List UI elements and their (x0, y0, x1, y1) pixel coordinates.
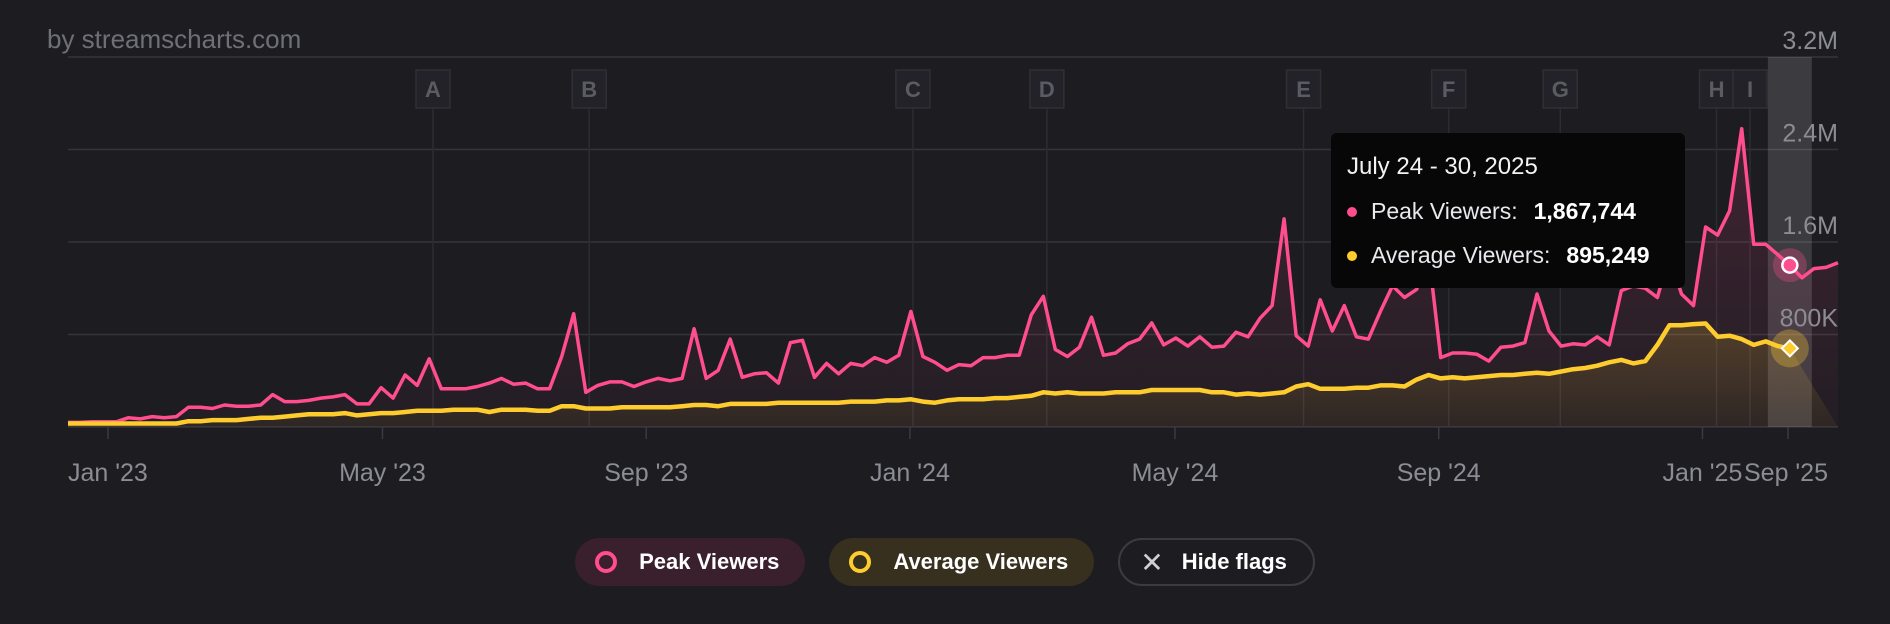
peak-dot-icon (1347, 206, 1357, 217)
flag-label: B (581, 77, 597, 102)
tooltip-title: July 24 - 30, 2025 (1347, 153, 1538, 180)
flag-label: E (1296, 77, 1311, 102)
x-tick-label: May '23 (339, 459, 426, 487)
avg-dot-icon (1347, 250, 1357, 261)
x-tick-label: Jan '25 (1663, 459, 1743, 487)
flag-label: F (1442, 77, 1455, 102)
tooltip-avg-row: Average Viewers: 895,249 (1347, 242, 1669, 269)
y-tick-label: 2.4M (1782, 120, 1838, 148)
tooltip-peak-label: Peak Viewers: (1371, 198, 1518, 224)
x-tick-label: Sep '25 (1744, 459, 1828, 487)
peak-ring-icon (595, 551, 618, 573)
y-tick-label: 1.6M (1782, 212, 1838, 240)
average-viewers-area (68, 323, 1838, 427)
flag-box[interactable] (415, 69, 451, 109)
peak-viewers-area (68, 128, 1838, 427)
x-tick-label: Jan '24 (870, 459, 950, 487)
flag-box[interactable] (1542, 69, 1579, 109)
x-tick-label: Jan '23 (68, 459, 148, 487)
flag-label: C (905, 77, 921, 102)
flag-box[interactable] (571, 69, 608, 109)
flag-label: H (1709, 77, 1725, 102)
x-tick-label: Sep '24 (1397, 459, 1481, 487)
hide-flags-button[interactable]: ✕ Hide flags (1118, 538, 1315, 586)
legend: Peak Viewers Average Viewers ✕ Hide flag… (0, 538, 1890, 586)
flag-label: D (1039, 77, 1055, 102)
avg-marker (1780, 338, 1800, 358)
tooltip-peak-row: Peak Viewers: 1,867,744 (1347, 198, 1669, 225)
y-tick-label: 3.2M (1782, 27, 1838, 55)
close-icon: ✕ (1140, 546, 1164, 578)
flag-box[interactable] (895, 69, 931, 109)
tooltip-avg-label: Average Viewers: (1371, 242, 1551, 268)
tooltip-peak-value: 1,867,744 (1533, 198, 1636, 224)
x-tick-label: Sep '23 (604, 459, 688, 487)
hover-markers (1770, 248, 1809, 368)
flag-box[interactable] (1430, 69, 1467, 109)
average-viewers-line[interactable] (68, 321, 1791, 426)
peak-viewers-line[interactable] (68, 126, 1839, 425)
watermark: by streamscharts.com (47, 24, 302, 54)
flag-label: G (1552, 77, 1569, 102)
y-tick-label: 800K (1780, 305, 1839, 333)
y-axis-ticks: 800K 1.6M 2.4M 3.2M (1780, 27, 1839, 333)
legend-peak-viewers-button[interactable]: Peak Viewers (575, 538, 806, 586)
peak-marker (1781, 256, 1799, 274)
avg-ring-icon (849, 551, 872, 573)
flag-box[interactable] (1029, 69, 1065, 109)
legend-peak-label: Peak Viewers (639, 549, 780, 574)
flag-box[interactable] (1732, 69, 1768, 109)
flag-label: A (425, 77, 441, 102)
x-axis-ticks: Jan '23 May '23 Sep '23 Jan '24 May '24 Sep '… (68, 427, 1828, 487)
hide-flags-label: Hide flags (1181, 549, 1287, 574)
x-tick-label: May '24 (1132, 459, 1219, 487)
tooltip: July 24 - 30, 2025 Peak Viewers: 1,867,7… (1331, 133, 1685, 288)
flag-box[interactable] (1698, 69, 1735, 109)
legend-average-viewers-button[interactable]: Average Viewers (829, 538, 1095, 586)
flag-box[interactable] (1285, 69, 1322, 109)
flag-label: I (1747, 77, 1753, 102)
tooltip-avg-value: 895,249 (1566, 242, 1650, 268)
legend-avg-label: Average Viewers (893, 549, 1069, 574)
